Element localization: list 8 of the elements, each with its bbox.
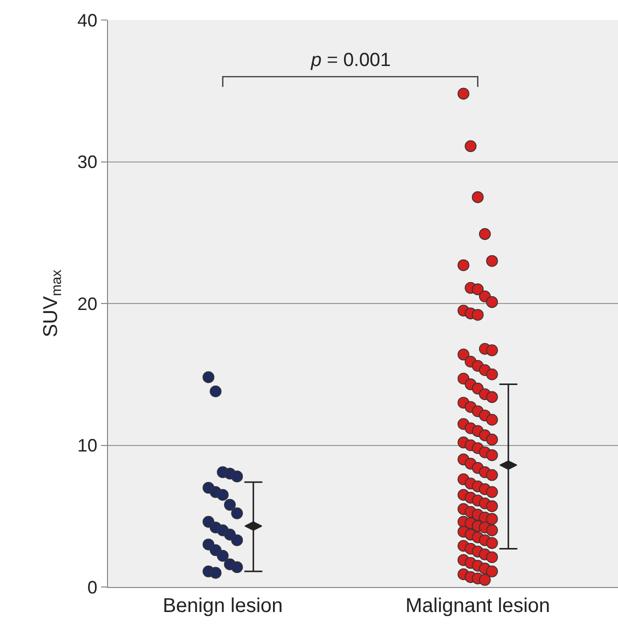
y-tick-label: 30 bbox=[77, 152, 98, 172]
y-tick-label: 0 bbox=[87, 577, 98, 598]
y-tick-label: 40 bbox=[77, 10, 98, 30]
y-tick-label: 20 bbox=[77, 294, 98, 314]
y-tick-label: 10 bbox=[77, 436, 98, 456]
x-tick-label: Malignant lesion bbox=[405, 595, 550, 617]
x-tick-label: Benign lesion bbox=[162, 595, 283, 617]
annotation: p = 0.001 bbox=[310, 50, 391, 71]
